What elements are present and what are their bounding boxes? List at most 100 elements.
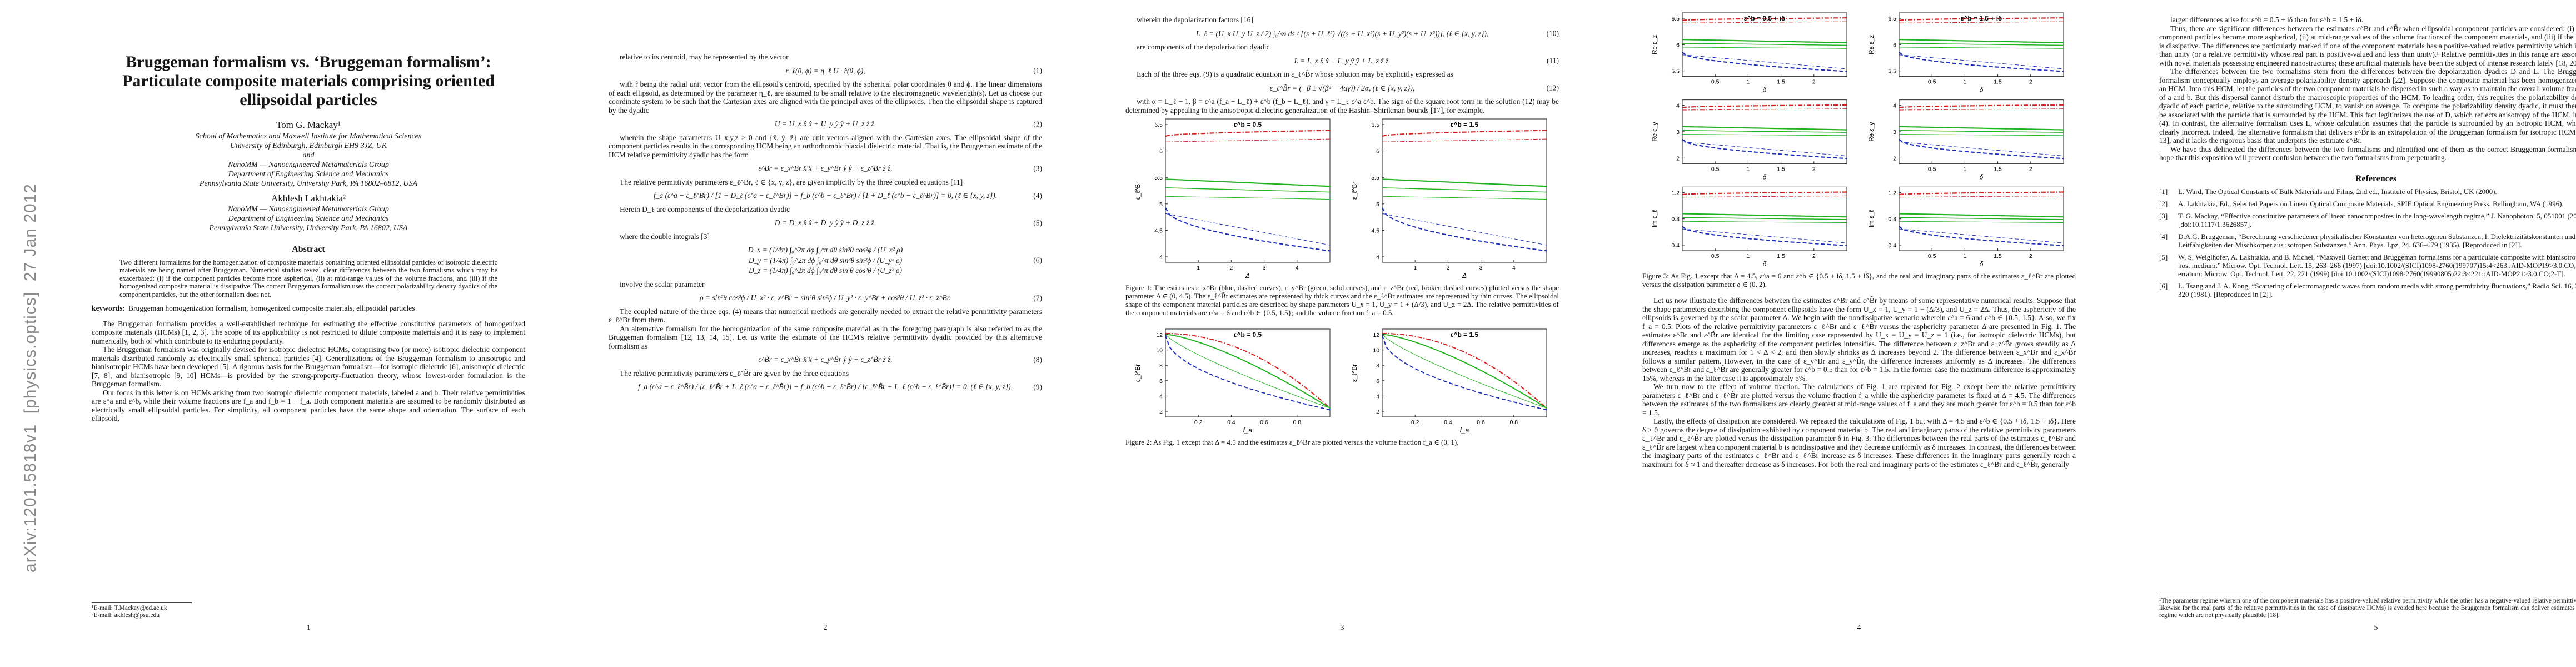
x-tick-label: 3 xyxy=(1263,265,1266,271)
paragraph: Each of the three eqs. (9) is a quadrati… xyxy=(1137,70,1453,78)
paragraph: Thus, there are significant differences … xyxy=(2159,24,2576,67)
x-tick-label: 0.5 xyxy=(1928,79,1936,86)
equation-body: ε^Br = ε_x^Br x̂ x̂ + ε_y^Br ŷ ŷ + ε_z^B… xyxy=(758,164,893,172)
y-tick-label: 2 xyxy=(1159,409,1163,415)
equation: D = D_x x̂ x̂ + D_y ŷ ŷ + D_z ẑ ẑ, (5) xyxy=(609,218,1042,227)
plot-curve xyxy=(1682,217,1847,220)
y-tick-label: 5.5 xyxy=(1671,68,1680,75)
plot-curve xyxy=(1165,130,1331,137)
figure-caption: Figure 3: As Fig. 1 except that Δ = 4.5,… xyxy=(1642,272,2076,288)
x-tick-label: 4 xyxy=(1296,265,1299,271)
x-axis-label: f_a xyxy=(1460,426,1469,434)
plot-curve xyxy=(1382,130,1547,137)
y-tick-label: 8 xyxy=(1159,362,1163,369)
equation-body: L_ℓ = (U_x U_y U_z / 2) ∫₀^∞ ds / [(s + … xyxy=(1195,29,1489,38)
plot-panel: ε^b = 0.5 0.2 0.4 0.6 0.8 12 10 8 6 4 2 f_a ε_ℓ^Br xyxy=(1135,328,1331,434)
paragraph: wherein the depolarization factors [16] xyxy=(1137,16,1253,24)
y-tick-label: 0.4 xyxy=(1888,242,1896,249)
plot-curve xyxy=(1682,195,1847,198)
equation-body: ρ = sin²θ cos²ϕ / U_x² · ε_x^Br + sin²θ … xyxy=(700,293,951,302)
plot-curve xyxy=(1165,332,1331,409)
reference: [1] L. Ward, The Optical Constants of Bul… xyxy=(2159,187,2576,196)
y-tick-label: 2 xyxy=(1893,155,1896,162)
plot-panel: 0.5 1 1.5 2 1.2 0.8 0.4 δ Im ε_ℓ xyxy=(1869,186,2064,268)
y-tick-label: 6 xyxy=(1376,378,1379,385)
equation-number: (9) xyxy=(1033,382,1042,391)
y-tick-label: 4 xyxy=(1893,103,1896,109)
plot-frame xyxy=(1165,328,1331,417)
affiliation-line: NanoMM — Nanoengineered Metamaterials Gr… xyxy=(228,205,389,213)
plot-curve xyxy=(1682,21,1847,23)
y-tick-label: 4.5 xyxy=(1154,227,1163,234)
affiliation-line: NanoMM — Nanoengineered Metamaterials Gr… xyxy=(228,160,389,169)
y-tick-label: 4 xyxy=(1159,393,1163,400)
plot-curve xyxy=(1165,334,1331,409)
keywords-text: Bruggeman homogenization formalism, homo… xyxy=(128,304,415,312)
y-tick-label: 6 xyxy=(1159,378,1163,385)
x-tick-label: 0.4 xyxy=(1227,419,1235,426)
x-axis-label: Δ xyxy=(1462,272,1467,280)
equation: ρ = sin²θ cos²ϕ / U_x² · ε_x^Br + sin²θ … xyxy=(609,293,1042,302)
x-tick-label: 2 xyxy=(1812,166,1816,172)
plot-panel: ε^b = 0.5 1 2 3 4 6.5 6 5.5 5 4.5 4 Δε_ℓ^Br xyxy=(1135,118,1331,280)
x-tick-label: 0.8 xyxy=(1509,419,1518,426)
paragraph: The Bruggeman formalism was originally d… xyxy=(92,345,525,388)
x-axis-label: δ xyxy=(1763,86,1767,94)
affiliation-line: Pennsylvania State University, Universit… xyxy=(199,179,418,188)
x-tick-label: 0.5 xyxy=(1928,166,1936,172)
equation-number: (2) xyxy=(1033,120,1042,128)
x-axis-label: δ xyxy=(1980,260,1984,268)
footnote: ²E-mail: akhlesh@psu.edu xyxy=(92,612,160,619)
arxiv-stamp: arXiv:1201.5818v1 [physics.optics] 27 Ja… xyxy=(21,183,39,573)
x-tick-label: 1.5 xyxy=(1994,253,2002,260)
reference-label: [3] xyxy=(2159,212,2168,220)
plot-curve xyxy=(1165,178,1331,187)
equation-number: (11) xyxy=(1547,56,1559,65)
y-tick-label: 6 xyxy=(1159,148,1163,155)
y-tick-label: 4 xyxy=(1159,254,1163,261)
y-tick-label: 12 xyxy=(1156,332,1163,339)
plot-curve xyxy=(1682,43,1847,46)
reference: [2] A. Lakhtakia, Ed., Selected Papers on… xyxy=(2159,200,2576,208)
y-tick-label: 6 xyxy=(1893,42,1896,48)
reference-text: L. Ward, The Optical Constants of Bulk M… xyxy=(2178,187,2497,196)
plot-curve xyxy=(1899,126,2064,131)
plot-curve xyxy=(1682,126,1847,131)
page-column: ε^b = 0.5 + iδ 0.5 1 1.5 2 6.5 6 5.5 δ Re ε_z ε^b … xyxy=(1642,8,2076,620)
equation: L = L_x x̂ x̂ + L_y ŷ ŷ + L_z ẑ ẑ. (11) xyxy=(1125,57,1559,66)
equation-line: D_x = (1/4π) ∫₀^2π dϕ ∫₀^π dθ sin³θ cos²… xyxy=(748,246,903,254)
plot-frame xyxy=(1382,328,1547,417)
y-tick-label: 0.8 xyxy=(1888,216,1896,223)
equation-number: (10) xyxy=(1546,29,1559,38)
figure: ε^b = 0.50.2 0.4 0.6 0.812108642f_aε_ℓ^Brε^… xyxy=(1135,328,1547,434)
panel-title: ε^b = 0.5 xyxy=(1234,121,1262,128)
plot-curve xyxy=(1382,334,1547,409)
equation: r_ℓ(θ, ϕ) = η_ℓ U · r̂(θ, ϕ), (1) xyxy=(609,67,1042,76)
y-tick-label: 5.5 xyxy=(1154,175,1163,181)
equation-number: (12) xyxy=(1546,83,1559,92)
y-tick-label: 10 xyxy=(1156,347,1163,354)
equation: D_x = (1/4π) ∫₀^2π dϕ ∫₀^π dθ sin³θ cos²… xyxy=(609,246,1042,275)
plot-curve xyxy=(1899,221,2064,223)
y-axis-label: ε_ℓ^Br xyxy=(1352,364,1358,382)
plot-panel: ε^b = 1.5 + iδ 0.5 1 1.5 2 6.5 6 5.5 δ Re ε_z xyxy=(1869,12,2064,94)
y-tick-label: 6 xyxy=(1376,148,1379,155)
reference-text: W. S. Weiglhofer, A. Lakhtakia, and B. M… xyxy=(2178,253,2576,278)
paragraph: We turn now to the effect of volume frac… xyxy=(1642,382,2076,417)
plot-curve xyxy=(1682,221,1847,223)
reference-text: L. Tsang and J. A. Kong, “Scattering of … xyxy=(2178,282,2576,298)
plot-curve xyxy=(1899,39,2064,43)
equation-line: D_z = (1/4π) ∫₀^2π dϕ ∫₀^π dθ sin θ cos²… xyxy=(748,266,903,275)
plot-curve xyxy=(1899,130,2064,133)
equation: f_a (ε^a − ε_ℓ^Br) / [1 + D_ℓ (ε^a − ε_ℓ… xyxy=(609,191,1042,200)
y-tick-label: 1.2 xyxy=(1671,190,1680,196)
y-tick-label: 12 xyxy=(1373,332,1379,339)
plot-curve xyxy=(1899,21,2064,23)
plot-curve xyxy=(1165,207,1331,252)
y-axis-label: Re ε_z xyxy=(1869,35,1875,54)
x-tick-label: 1 xyxy=(1746,253,1750,260)
x-tick-label: 3 xyxy=(1479,265,1483,271)
x-tick-label: 1 xyxy=(1963,166,1966,172)
